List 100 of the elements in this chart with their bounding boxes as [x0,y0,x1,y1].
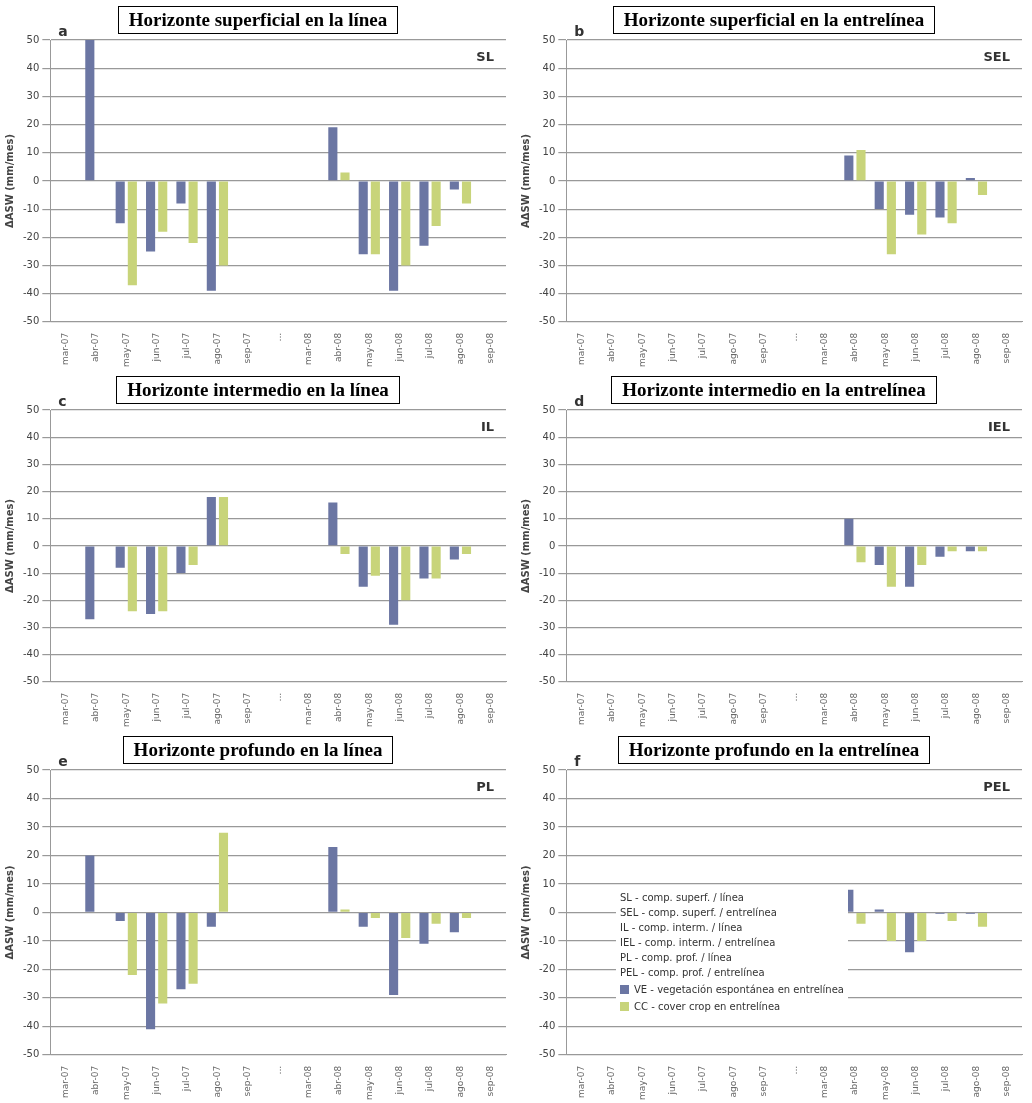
x-tick-label: jun-08 [394,1065,405,1096]
x-tick-label: ago-08 [454,692,465,725]
y-tick-label: -50 [538,1048,556,1060]
bar [461,913,472,919]
x-tick-label: jul-07 [181,692,192,720]
bar [218,496,229,546]
bar [158,546,168,612]
y-tick-label: -20 [538,962,556,974]
y-tick-label: -20 [22,593,40,605]
x-tick-label: jun-07 [667,332,677,363]
x-tick-label: jun-07 [151,692,161,723]
y-tick-label: -50 [22,1048,40,1060]
x-tick-label: jul-08 [424,1065,435,1093]
bar [206,913,216,927]
y-tick-label: 30 [542,457,556,469]
x-tick-label: may-07 [120,1065,131,1101]
bar [419,181,429,246]
y-tick-label: -20 [538,230,556,242]
x-tick-label: sep-07 [242,332,253,364]
bar [856,913,866,924]
bar [461,546,472,555]
x-tick-label: abr-07 [606,692,617,722]
y-tick-label: -20 [538,593,556,605]
x-tick-label: abr-07 [606,332,617,362]
y-tick-label: 30 [26,457,40,469]
x-tick-label: mar-08 [818,1065,829,1098]
x-tick-label: sep-07 [242,1065,253,1097]
y-tick-label: 30 [26,89,40,101]
x-tick-label: mar-08 [818,692,829,725]
x-tick-label: may-08 [363,692,374,728]
bar [358,913,368,927]
x-tick-label: mar-07 [59,332,70,365]
bar [146,181,156,252]
x-tick-label: mar-07 [59,692,70,725]
y-tick-label: -40 [22,1019,40,1031]
bar [115,546,125,568]
bar [158,913,168,1004]
x-tick-label: ago-08 [970,332,981,365]
bar [977,913,988,927]
y-tick-label: -50 [538,315,556,327]
bar [401,546,411,601]
x-tick-label: ... [272,1065,283,1075]
x-tick-label: ago-07 [211,332,222,365]
x-tick-label: jul-07 [181,1065,192,1093]
y-tick-label: 40 [26,61,40,73]
y-axis-title: ΔASW (mm/mes) [519,865,531,960]
bar [188,913,198,984]
annotation: SL [476,48,494,64]
x-tick-label: mar-08 [818,332,829,365]
y-tick-label: -30 [538,991,556,1003]
bar [389,181,399,291]
y-tick-label: -40 [538,648,556,660]
chart-title: Horizonte superficial en la entrelínea [612,6,936,34]
bar [947,913,957,921]
x-tick-label: sep-08 [485,1065,496,1097]
y-tick-label: -30 [22,621,40,633]
x-tick-label: sep-08 [1001,1065,1012,1097]
chart-title: Horizonte superficial en la línea [117,6,399,34]
chart-title: Horizonte profundo en la línea [122,736,394,764]
y-tick-label: 30 [542,89,556,101]
bar [874,909,884,912]
bar [127,913,137,976]
bar [115,913,125,921]
y-tick-label: -50 [538,675,556,687]
bar [905,913,915,953]
y-tick-label: 10 [542,877,556,889]
y-tick-label: 50 [542,33,556,45]
x-tick-label: abr-07 [606,1065,617,1095]
y-tick-label: 50 [542,763,556,775]
annotation: PL - comp. prof. / línea [620,951,733,965]
bar [176,913,186,990]
bar [358,546,368,587]
x-tick-label: ago-07 [727,1065,738,1098]
x-tick-label: jul-08 [940,692,951,720]
x-tick-label: jul-08 [940,1065,951,1093]
x-tick-label: jun-07 [667,1065,677,1096]
annotation: SEL - comp. superf. / entrelínea [620,906,778,920]
y-tick-label: 0 [32,539,40,551]
chart-title: Horizonte profundo en la entrelínea [617,736,931,764]
y-tick-label: -10 [22,934,40,946]
y-tick-label: 50 [26,403,40,415]
x-tick-label: may-08 [363,332,374,368]
bar [886,913,896,941]
x-tick-label: mar-07 [575,332,586,365]
y-tick-label: -30 [22,991,40,1003]
y-tick-label: 20 [542,118,556,130]
legend-label: CC - cover crop en entrelínea [634,1000,781,1014]
x-tick-label: jun-08 [910,332,921,363]
bar [85,855,95,912]
bar [389,546,399,625]
text: b [574,22,585,39]
y-tick-label: -20 [22,230,40,242]
x-tick-label: jun-08 [394,692,405,723]
bar [370,913,380,919]
annotation: PEL - comp. prof. / entrelínea [620,966,766,980]
bar [419,913,429,944]
x-tick-label: jun-08 [910,1065,921,1096]
bar [856,149,866,181]
text: f [574,752,582,769]
y-tick-label: 10 [26,512,40,524]
